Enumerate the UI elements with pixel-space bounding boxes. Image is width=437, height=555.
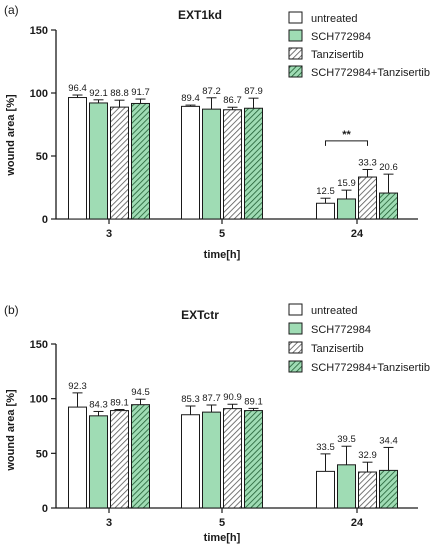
data-label: 87.9 bbox=[244, 86, 263, 97]
bar-untreated-5h bbox=[181, 105, 200, 220]
bar-sch772984-3h bbox=[89, 102, 108, 220]
data-label: 89.1 bbox=[110, 397, 129, 408]
bar-sch772984-5h bbox=[202, 108, 221, 220]
data-label: 34.4 bbox=[379, 435, 398, 446]
data-label: 92.1 bbox=[89, 88, 108, 99]
y-tick-label: 0 bbox=[42, 503, 48, 515]
bar-untreated-24h bbox=[316, 202, 335, 220]
bar-tanzisertib-24h bbox=[358, 176, 377, 220]
legend-swatch-tanzisertib bbox=[288, 341, 303, 354]
y-tick-label: 150 bbox=[30, 25, 48, 37]
bar-combination-5h bbox=[244, 410, 263, 509]
y-tick-label: 100 bbox=[30, 394, 48, 406]
x-tick-label: 3 bbox=[106, 228, 112, 240]
legend-swatch-untreated bbox=[288, 303, 303, 316]
bar-untreated-3h bbox=[68, 97, 87, 220]
legend-label-untreated: untreated bbox=[311, 305, 357, 317]
panel-label: (a) bbox=[4, 3, 19, 17]
bar-combination-24h bbox=[379, 192, 398, 220]
legend-label-combination: SCH772984+Tanzisertib bbox=[311, 362, 430, 374]
bar-untreated-24h bbox=[316, 470, 335, 509]
data-label: 87.2 bbox=[202, 86, 221, 97]
legend-swatch-tanzisertib bbox=[288, 47, 303, 60]
x-tick-label: 24 bbox=[351, 228, 364, 240]
significance-bracket bbox=[325, 140, 368, 146]
chart-title: EXTctr bbox=[181, 308, 219, 322]
legend-label-combination: SCH772984+Tanzisertib bbox=[311, 67, 430, 79]
bar-combination-24h bbox=[379, 469, 398, 509]
y-tick-label: 50 bbox=[36, 448, 48, 460]
bar-combination-3h bbox=[131, 404, 150, 509]
x-tick-label: 5 bbox=[219, 517, 225, 529]
y-axis-label: wound area [%] bbox=[5, 389, 17, 472]
legend-label-sch772984: SCH772984 bbox=[311, 324, 371, 336]
data-label: 90.9 bbox=[223, 392, 242, 403]
data-label: 20.6 bbox=[379, 162, 398, 173]
bar-sch772984-24h bbox=[337, 198, 356, 220]
y-tick-label: 0 bbox=[42, 214, 48, 226]
data-label: 91.7 bbox=[131, 87, 150, 98]
data-label: 33.5 bbox=[316, 442, 335, 453]
bar-combination-3h bbox=[131, 102, 150, 220]
data-label: 96.4 bbox=[68, 83, 87, 94]
legend-swatch-combination bbox=[288, 360, 303, 373]
bar-tanzisertib-3h bbox=[110, 410, 129, 509]
panel-label: (b) bbox=[4, 303, 19, 317]
data-label: 85.3 bbox=[181, 394, 200, 405]
bar-tanzisertib-5h bbox=[223, 408, 242, 509]
legend-label-sch772984: SCH772984 bbox=[311, 31, 371, 43]
bar-sch772984-24h bbox=[337, 464, 356, 509]
data-label: 15.9 bbox=[337, 178, 356, 189]
data-label: 89.4 bbox=[181, 93, 200, 104]
data-label: 92.3 bbox=[68, 381, 87, 392]
legend-label-tanzisertib: Tanzisertib bbox=[311, 49, 364, 61]
legend: untreated SCH772984 Tanzisertib SCH77298… bbox=[288, 303, 430, 374]
legend-swatch-sch772984 bbox=[288, 29, 303, 42]
x-axis-label: time[h] bbox=[204, 532, 241, 544]
y-tick-label: 100 bbox=[30, 88, 48, 100]
plot-area: 0 50 100 150 3 5 24 96.4 89.4 12.5 92.1 87.2 15.9 88.… bbox=[30, 25, 418, 240]
bar-sch772984-3h bbox=[89, 415, 108, 509]
legend-swatch-combination bbox=[288, 65, 303, 78]
bar-untreated-3h bbox=[68, 406, 87, 509]
chart-title: EXT1kd bbox=[178, 8, 222, 22]
y-axis-label: wound area [%] bbox=[5, 94, 17, 177]
data-label: 88.8 bbox=[110, 88, 129, 99]
data-label: 94.5 bbox=[131, 387, 150, 398]
data-label: 87.7 bbox=[202, 393, 221, 404]
bar-tanzisertib-5h bbox=[223, 109, 242, 220]
data-label: 89.1 bbox=[244, 396, 263, 407]
x-axis-label: time[h] bbox=[204, 249, 241, 261]
bar-tanzisertib-3h bbox=[110, 106, 129, 220]
plot-area: 0 50 100 150 3 5 24 92.3 85.3 33.5 84.3 87.7 39.5 89.… bbox=[30, 339, 418, 529]
data-label: 84.3 bbox=[89, 399, 108, 410]
data-label: 39.5 bbox=[337, 434, 356, 445]
legend-swatch-sch772984 bbox=[288, 322, 303, 335]
significance-label: ** bbox=[342, 129, 351, 141]
y-tick-label: 150 bbox=[30, 339, 48, 351]
legend-label-untreated: untreated bbox=[311, 13, 357, 25]
legend: untreated SCH772984 Tanzisertib SCH77298… bbox=[288, 11, 430, 79]
legend-swatch-untreated bbox=[288, 11, 303, 24]
y-tick-label: 50 bbox=[36, 151, 48, 163]
legend-label-tanzisertib: Tanzisertib bbox=[311, 343, 364, 355]
x-tick-label: 5 bbox=[219, 228, 225, 240]
x-tick-label: 3 bbox=[106, 517, 112, 529]
bar-tanzisertib-24h bbox=[358, 471, 377, 509]
data-label: 33.3 bbox=[358, 157, 377, 168]
panel-a: (a) EXT1kd wound area [%] time[h] untrea… bbox=[4, 3, 430, 261]
data-label: 86.7 bbox=[223, 95, 242, 106]
panel-b: (b) EXTctr wound area [%] time[h] untrea… bbox=[4, 303, 430, 544]
bar-sch772984-5h bbox=[202, 411, 221, 509]
data-label: 12.5 bbox=[316, 186, 335, 197]
bar-combination-5h bbox=[244, 107, 263, 220]
data-label: 32.9 bbox=[358, 450, 377, 461]
bar-untreated-5h bbox=[181, 414, 200, 509]
x-tick-label: 24 bbox=[351, 517, 364, 529]
